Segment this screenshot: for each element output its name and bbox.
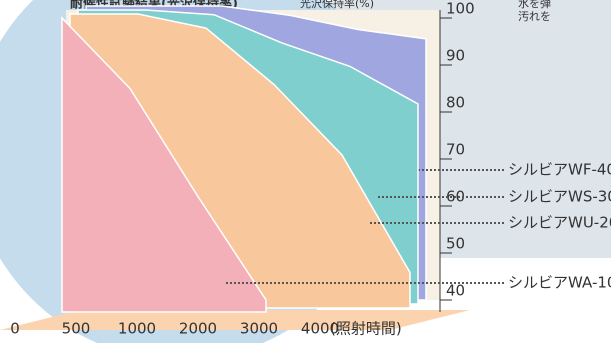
area	[61, 16, 267, 313]
x-tick-label: 1000	[118, 320, 156, 338]
annotation: 水を弾	[518, 0, 551, 10]
y-tick-label: 40	[446, 282, 465, 300]
x-tick-label: 4000	[301, 320, 339, 338]
x-tick-label: 0	[10, 320, 20, 338]
annotation: 汚れを	[518, 10, 551, 23]
y-tick-label: 70	[446, 141, 465, 159]
legend-label: シルビアWU-200	[508, 214, 611, 232]
y-tick-label: 80	[446, 94, 465, 112]
y-tick-label: 50	[446, 235, 465, 253]
legend-label: シルビアWA-100	[508, 274, 611, 292]
legend-label: シルビアWF-400	[508, 161, 611, 179]
legend-label: シルビアWS-300	[508, 188, 611, 206]
x-axis-label: (照射時間)	[330, 320, 402, 338]
y-tick-label: 90	[446, 47, 465, 65]
x-tick-label: 2000	[179, 320, 217, 338]
x-tick-label: 500	[62, 320, 91, 338]
y-tick-label: 100	[446, 0, 475, 18]
x-tick-label: 3000	[240, 320, 278, 338]
y-axis-label: 光沢保持率(%)	[300, 0, 374, 10]
floor	[0, 310, 470, 330]
